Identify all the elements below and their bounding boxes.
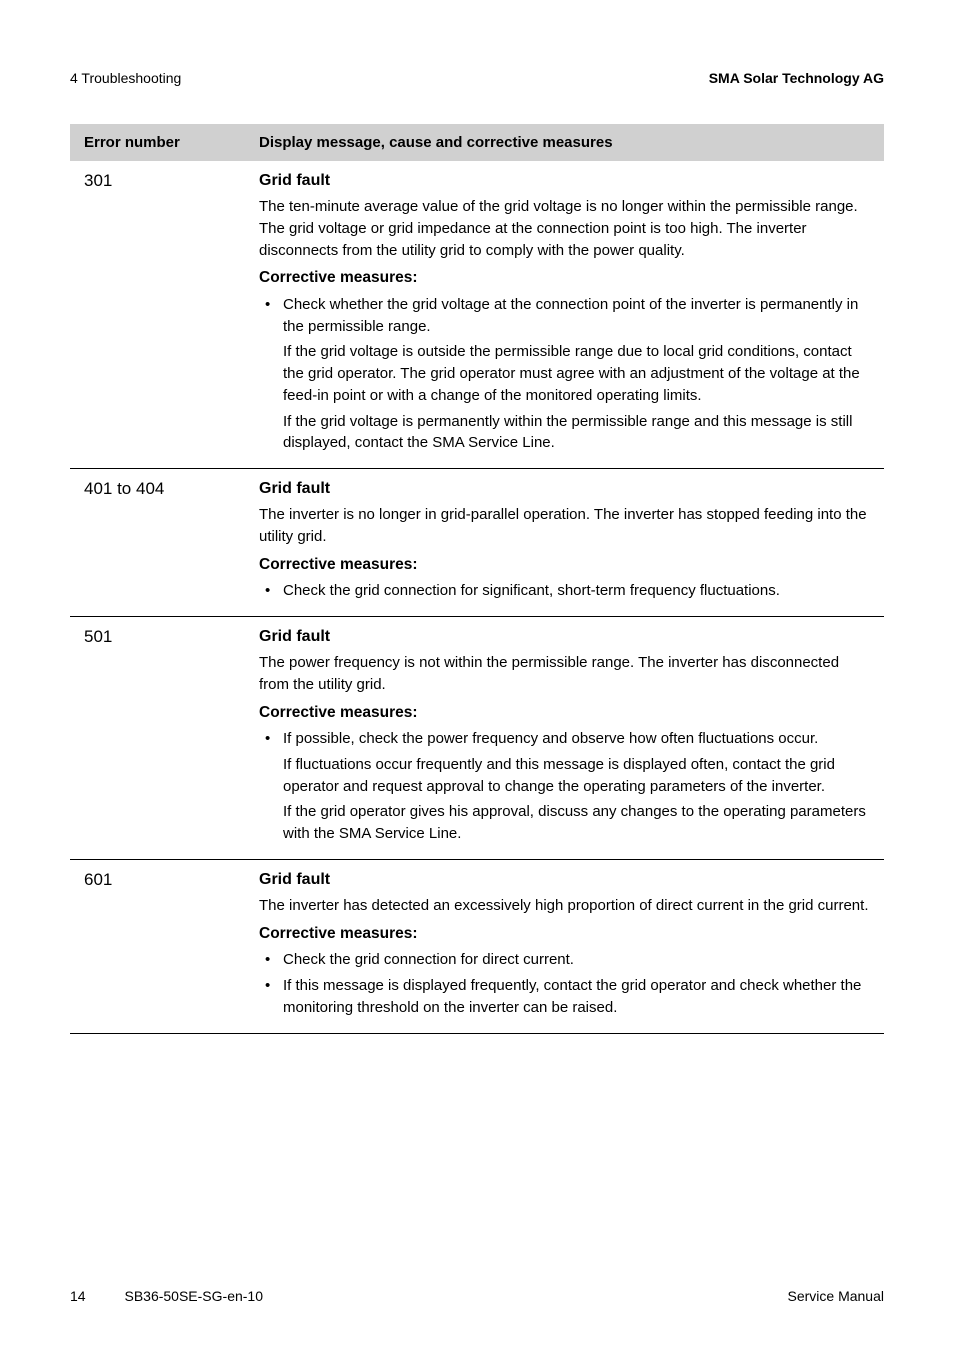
fault-description: The ten-minute average value of the grid… [259, 196, 870, 261]
error-number: 401 to 404 [84, 477, 259, 606]
bullet-list: If possible, check the power frequency a… [259, 728, 870, 750]
error-number: 601 [84, 868, 259, 1023]
indented-paragraph: If fluctuations occur frequently and thi… [259, 754, 870, 798]
bullet-list: Check whether the grid voltage at the co… [259, 294, 870, 338]
footer-left-group: 14 SB36-50SE-SG-en-10 [70, 1288, 263, 1304]
corrective-measures-label: Corrective measures: [259, 702, 870, 724]
footer-label: Service Manual [788, 1288, 885, 1304]
footer-spacer [89, 1288, 120, 1304]
corrective-measures-label: Corrective measures: [259, 923, 870, 945]
corrective-measures-label: Corrective measures: [259, 554, 870, 576]
table-header-row: Error number Display message, cause and … [70, 124, 884, 161]
fault-title: Grid fault [259, 477, 870, 500]
error-number: 301 [84, 169, 259, 458]
bullet-item: Check whether the grid voltage at the co… [279, 294, 870, 338]
row-content: Grid fault The power frequency is not wi… [259, 625, 870, 849]
bullet-item: Check the grid connection for significan… [279, 580, 870, 602]
page-header: 4 Troubleshooting SMA Solar Technology A… [70, 70, 884, 86]
row-content: Grid fault The inverter has detected an … [259, 868, 870, 1023]
row-content: Grid fault The inverter is no longer in … [259, 477, 870, 606]
fault-description: The inverter is no longer in grid-parall… [259, 504, 870, 548]
indented-paragraph: If the grid operator gives his approval,… [259, 801, 870, 845]
bullet-list: Check the grid connection for significan… [259, 580, 870, 602]
error-number: 501 [84, 625, 259, 849]
header-right: SMA Solar Technology AG [709, 70, 884, 86]
table-row: 301 Grid fault The ten-minute average va… [70, 161, 884, 469]
fault-description: The inverter has detected an excessively… [259, 895, 870, 917]
table-row: 401 to 404 Grid fault The inverter is no… [70, 469, 884, 617]
document-id: SB36-50SE-SG-en-10 [124, 1288, 263, 1304]
page-footer: 14 SB36-50SE-SG-en-10 Service Manual [70, 1288, 884, 1304]
table-row: 601 Grid fault The inverter has detected… [70, 860, 884, 1034]
fault-title: Grid fault [259, 169, 870, 192]
fault-description: The power frequency is not within the pe… [259, 652, 870, 696]
bullet-item: If this message is displayed frequently,… [279, 975, 870, 1019]
table-header-description: Display message, cause and corrective me… [259, 134, 870, 151]
bullet-list: Check the grid connection for direct cur… [259, 949, 870, 1018]
fault-title: Grid fault [259, 868, 870, 891]
table-header-error-number: Error number [84, 134, 259, 151]
indented-paragraph: If the grid voltage is permanently withi… [259, 411, 870, 455]
page-container: 4 Troubleshooting SMA Solar Technology A… [0, 0, 954, 1354]
bullet-item: If possible, check the power frequency a… [279, 728, 870, 750]
table-row: 501 Grid fault The power frequency is no… [70, 617, 884, 860]
fault-title: Grid fault [259, 625, 870, 648]
header-left: 4 Troubleshooting [70, 70, 181, 86]
bullet-item: Check the grid connection for direct cur… [279, 949, 870, 971]
corrective-measures-label: Corrective measures: [259, 267, 870, 289]
page-number: 14 [70, 1288, 86, 1304]
row-content: Grid fault The ten-minute average value … [259, 169, 870, 458]
indented-paragraph: If the grid voltage is outside the permi… [259, 341, 870, 406]
